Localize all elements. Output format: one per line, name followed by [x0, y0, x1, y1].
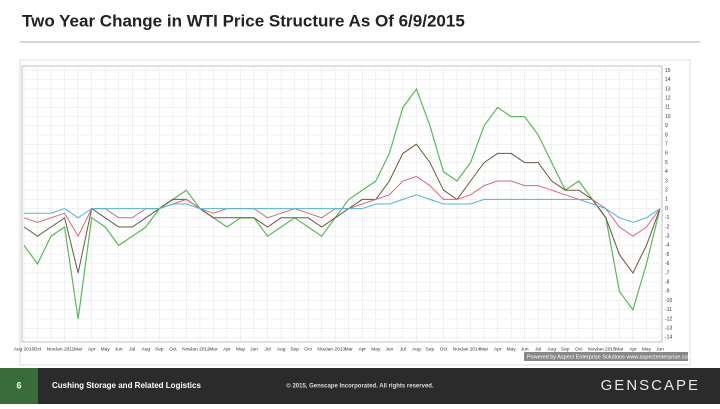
y-tick-label: 11: [665, 105, 670, 111]
x-tick-label: Apr: [223, 346, 231, 352]
x-tick-label: Jul: [129, 346, 135, 352]
x-tick-label: Sep: [561, 346, 570, 352]
x-tick-label: Jun: [385, 346, 393, 352]
x-tick-label: Oct: [575, 346, 583, 352]
x-tick-label: Mar: [74, 346, 83, 352]
y-tick-label: 8: [665, 132, 668, 138]
y-tick-label: -1: [665, 215, 670, 221]
x-tick-label: Nov: [588, 346, 597, 352]
x-tick-label: Aug: [547, 346, 556, 352]
x-tick-label: May: [236, 346, 246, 352]
x-tick-label: Apr: [629, 346, 637, 352]
x-tick-label: May: [101, 346, 111, 352]
y-tick-label: 5: [665, 160, 668, 166]
x-tick-label: Jun: [250, 346, 258, 352]
x-tick-label: Aug: [277, 346, 286, 352]
x-tick-label: May: [371, 346, 381, 352]
x-tick-label: Jul: [265, 346, 271, 352]
series-line: [24, 194, 661, 223]
x-tick-label: Apr: [359, 346, 367, 352]
series-line: [23, 143, 661, 274]
x-tick-label: Jun: [115, 346, 123, 352]
y-tick-label: 14: [665, 77, 671, 83]
y-tick-label: 6: [665, 151, 668, 157]
plot: -14-13-12-11-10-9-8-7-6-5-4-3-2-10123456…: [14, 66, 672, 352]
y-tick-label: 13: [665, 86, 671, 92]
x-tick-label: Nov: [182, 346, 191, 352]
x-tick-label: Oct: [34, 346, 42, 352]
footer-bar: [0, 368, 720, 404]
x-tick-label: Mar: [345, 346, 354, 352]
x-tick-label: Jun: [521, 346, 529, 352]
y-tick-label: -10: [665, 298, 672, 304]
x-tick-label: Jan 2015: [596, 346, 616, 352]
plot-area: [21, 65, 663, 343]
y-tick-label: 15: [665, 68, 671, 74]
y-tick-label: 0: [665, 206, 668, 212]
x-tick-label: Nov: [47, 346, 56, 352]
x-tick-label: Jan 2014: [461, 346, 481, 352]
credit: Powered by Aspect Enterprise Solutions w…: [527, 354, 692, 360]
section-name: Cushing Storage and Related Logistics: [52, 381, 201, 390]
x-tick-label: Sep: [290, 346, 299, 352]
x-tick-label: Apr: [88, 346, 96, 352]
y-tick-label: 3: [665, 178, 668, 184]
x-tick-label: Oct: [169, 346, 177, 352]
y-tick-label: -5: [665, 252, 670, 258]
x-tick-label: Oct: [304, 346, 312, 352]
x-tick-label: May: [642, 346, 652, 352]
x-tick-label: Mar: [615, 346, 624, 352]
y-tick-label: -11: [665, 307, 672, 313]
y-tick-label: -7: [665, 270, 670, 276]
y-tick-label: -8: [665, 280, 670, 286]
y-tick-label: 10: [665, 114, 671, 120]
x-tick-label: Jan 2011: [55, 346, 75, 352]
x-tick-label: Jul: [535, 346, 541, 352]
y-tick-label: 4: [665, 169, 668, 175]
x-tick-label: Jan 2013: [325, 346, 345, 352]
x-tick-label: Mar: [209, 346, 218, 352]
x-tick-label: Jul: [400, 346, 406, 352]
y-tick-label: 1: [665, 197, 668, 203]
y-tick-label: -12: [665, 316, 672, 322]
x-tick-label: Sep: [426, 346, 435, 352]
y-tick-label: 7: [665, 142, 668, 148]
x-tick-label: Jan 2012: [190, 346, 210, 352]
x-tick-label: May: [507, 346, 517, 352]
x-tick-label: Mar: [480, 346, 489, 352]
x-tick-label: Aug: [412, 346, 421, 352]
x-tick-label: Apr: [494, 346, 502, 352]
y-tick-label: 12: [665, 96, 671, 102]
x-tick-label: Nov: [317, 346, 326, 352]
x-tick-label: Oct: [440, 346, 448, 352]
x-tick-label: Sep: [155, 346, 164, 352]
y-tick-label: 9: [665, 123, 668, 129]
page-box: [0, 368, 38, 404]
y-tick-label: -13: [665, 326, 672, 332]
x-tick-label: Aug 2010: [14, 346, 35, 352]
copyright: © 2015, Genscape Incorporated. All right…: [286, 383, 434, 390]
y-tick-label: -14: [665, 335, 672, 341]
y-tick-label: 2: [665, 188, 668, 194]
credit-box: [524, 352, 688, 361]
y-tick-label: -3: [665, 234, 670, 240]
x-tick-label: Aug: [142, 346, 151, 352]
x-tick-label: Nov: [453, 346, 462, 352]
y-tick-label: -9: [665, 289, 670, 295]
y-tick-label: -6: [665, 261, 670, 267]
slide-title: Two Year Change in WTI Price Structure A…: [22, 11, 465, 30]
y-tick-label: -2: [665, 224, 670, 230]
x-tick-label: Jun: [656, 346, 664, 352]
page-number: 6: [16, 380, 21, 390]
logo: GENSCAPE: [601, 377, 700, 394]
y-tick-label: -4: [665, 243, 670, 249]
